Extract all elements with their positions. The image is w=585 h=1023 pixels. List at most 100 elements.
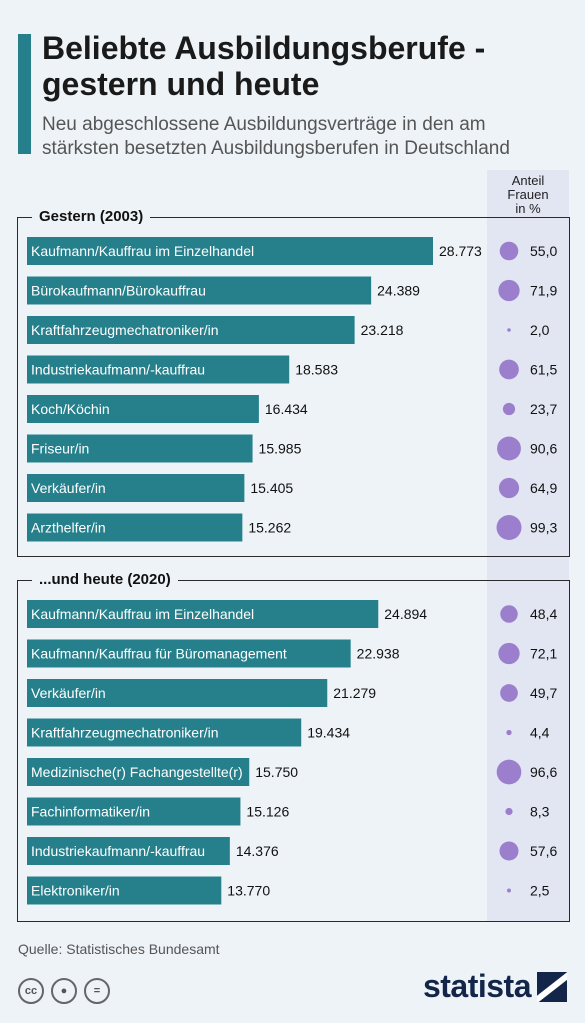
bar	[27, 639, 351, 668]
share-women-dot	[496, 759, 522, 785]
license-icons: cc ● =	[18, 978, 110, 1004]
value-label: 28.773	[439, 243, 482, 259]
bar	[27, 876, 222, 905]
column-header-line: in %	[515, 201, 541, 216]
category-label: Medizinische(r) Fachangestellte(r)	[31, 764, 243, 780]
share-women-label: 64,9	[530, 480, 557, 496]
category-label: Friseur/in	[31, 441, 89, 457]
share-women-label: 61,5	[530, 362, 557, 378]
share-women-label: 48,4	[530, 606, 557, 622]
share-women-label: 72,1	[530, 646, 557, 662]
value-label: 14.376	[236, 843, 279, 859]
share-women-dot	[499, 241, 519, 261]
share-women-label: 96,6	[530, 764, 557, 780]
bar	[27, 679, 328, 707]
logo-mark-icon	[537, 971, 567, 1002]
value-label: 15.126	[246, 804, 289, 820]
value-label: 18.583	[295, 362, 338, 378]
panel-title-2020: ...und heute (2020)	[32, 571, 178, 589]
share-women-dot	[505, 807, 513, 816]
category-label: Industriekaufmann/-kauffrau	[31, 843, 205, 859]
category-label: Bürokaufmann/Bürokauffrau	[31, 283, 206, 299]
value-label: 21.279	[333, 685, 376, 701]
bar	[27, 237, 433, 265]
bar	[27, 355, 290, 384]
bar	[27, 718, 302, 747]
bar	[27, 474, 245, 502]
share-women-label: 8,3	[530, 804, 550, 820]
category-label: Kaufmann/Kauffrau im Einzelhandel	[31, 606, 254, 622]
share-women-dot	[500, 684, 518, 702]
share-women-dot	[500, 605, 518, 623]
value-label: 16.434	[265, 401, 308, 417]
category-label: Industriekaufmann/-kauffrau	[31, 362, 205, 378]
share-women-label: 55,0	[530, 243, 557, 259]
share-women-dot	[502, 402, 516, 416]
category-label: Fachinformatiker/in	[31, 804, 150, 820]
share-women-label: 2,5	[530, 883, 550, 899]
panel-title-2003: Gestern (2003)	[32, 208, 151, 226]
share-women-dot	[496, 515, 522, 540]
statista-logo[interactable]: statista	[423, 968, 567, 1005]
bar	[27, 837, 230, 865]
category-label: Kraftfahrzeugmechatroniker/in	[31, 725, 219, 741]
share-women-dot	[499, 359, 519, 380]
share-women-label: 99,3	[530, 520, 557, 536]
category-label: Verkäufer/in	[31, 685, 106, 701]
column-header-line: Frauen	[507, 187, 549, 202]
value-label: 22.938	[357, 646, 400, 662]
category-label: Kaufmann/Kauffrau im Einzelhandel	[31, 243, 254, 259]
category-label: Verkäufer/in	[31, 480, 106, 496]
logo-text: statista	[422, 968, 532, 1004]
category-label: Arzthelfer/in	[31, 520, 106, 536]
value-label: 15.750	[255, 764, 298, 780]
share-women-label: 57,6	[530, 843, 557, 859]
column-header-line: Anteil	[511, 173, 545, 188]
attribution-icon[interactable]: ●	[51, 978, 77, 1004]
value-label: 15.405	[250, 480, 293, 496]
category-label: Kaufmann/Kauffrau für Büromanagement	[31, 646, 287, 662]
page-title: Beliebte Ausbildungsberufe - gestern und…	[42, 30, 486, 102]
value-label: 23.218	[361, 322, 404, 338]
share-women-label: 90,6	[530, 441, 557, 457]
bar	[27, 276, 372, 305]
value-label: 19.434	[307, 725, 350, 741]
share-women-column-header: Anteil Frauen in %	[487, 174, 569, 216]
bar	[27, 797, 241, 826]
bar	[27, 395, 259, 423]
share-women-label: 23,7	[530, 401, 557, 417]
share-women-dot	[507, 328, 511, 332]
share-women-label: 2,0	[530, 322, 550, 338]
bar	[27, 434, 253, 463]
category-label: Koch/Köchin	[31, 401, 110, 417]
share-women-label: 71,9	[530, 283, 557, 299]
bar	[27, 513, 243, 542]
share-women-dot	[497, 436, 521, 461]
panel-2020	[17, 580, 570, 922]
value-label: 24.389	[377, 283, 420, 299]
share-women-dot	[499, 841, 519, 861]
no-derivatives-icon[interactable]: =	[84, 978, 110, 1004]
share-women-dot	[506, 729, 512, 736]
source-note: Quelle: Statistisches Bundesamt	[18, 941, 220, 957]
share-women-dot	[498, 279, 520, 302]
category-label: Kraftfahrzeugmechatroniker/in	[31, 322, 219, 338]
share-women-label: 49,7	[530, 685, 557, 701]
value-label: 15.262	[248, 520, 291, 536]
cc-icon[interactable]: cc	[18, 978, 44, 1004]
bar	[27, 758, 250, 786]
bar	[27, 600, 379, 628]
panel-2003	[17, 217, 570, 557]
value-label: 13.770	[227, 883, 270, 899]
value-label: 24.894	[384, 606, 427, 622]
category-label: Elektroniker/in	[31, 883, 120, 899]
value-label: 15.985	[259, 441, 302, 457]
share-women-dot	[498, 642, 520, 665]
share-women-dot	[498, 477, 520, 499]
bar	[27, 316, 355, 344]
share-women-dot	[507, 888, 511, 893]
page-subtitle: Neu abgeschlossene Ausbildungsverträge i…	[42, 114, 510, 159]
title-accent-bar	[18, 34, 31, 154]
share-women-label: 4,4	[530, 725, 550, 741]
